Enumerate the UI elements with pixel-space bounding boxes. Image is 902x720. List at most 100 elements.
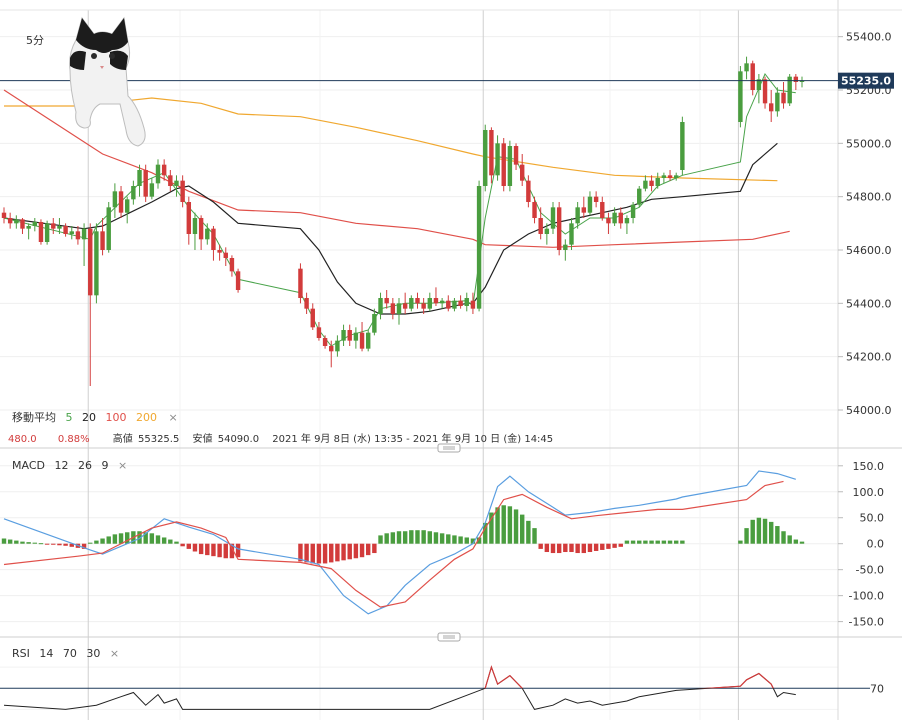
candle [353,327,359,349]
macd-tick-label: 50.0 [860,512,885,525]
candle [637,186,642,208]
macd-histogram-bar [14,540,19,544]
macd-histogram-bar [69,543,74,547]
macd-histogram-bar [673,540,679,544]
macd-histogram-bar [532,528,537,544]
macd-tick-label: 0.0 [867,538,885,551]
macd-histogram-bar [38,543,44,545]
macd-legend[interactable]: MACD 12 26 9 × [12,459,127,472]
candle-body [680,122,685,170]
price-pane[interactable] [1,56,805,386]
macd-histogram-bar [161,537,167,544]
candle-body [799,80,805,82]
candle-body [359,332,365,349]
candle [787,74,792,106]
ma-legend-close-icon[interactable]: × [169,411,178,424]
macd-histogram-bar [799,541,805,544]
macd-lines [3,470,796,615]
macd-histogram-bar [762,518,768,544]
candle [538,207,543,240]
candle-body [519,164,525,181]
macd-histogram-bar [439,533,445,544]
candle-body [667,175,673,178]
macd-histogram-bar [223,543,228,559]
interval-label[interactable]: 5分 [26,34,44,47]
candle [341,324,346,346]
candle-body [550,207,556,229]
candle [581,196,587,218]
candle-body [513,146,519,165]
macd-histogram-bar [768,521,774,544]
macd-histogram-bar [329,543,334,563]
macd-histogram-bar [378,535,383,544]
candle-body [433,298,439,304]
candle [94,223,99,304]
macd-histogram-bar [26,542,31,544]
macd-legend-close-icon[interactable]: × [118,459,127,472]
candle [507,140,513,192]
macd-histogram-bar [544,543,550,553]
pane-resize-handle-rsi[interactable] [437,632,461,642]
low-value: 54090.0 [218,434,259,445]
candle-body [738,71,743,122]
macd-histogram-bar [630,540,636,544]
ma-legend-20: 20 [82,411,96,424]
candle-body [75,231,81,240]
candle-body [316,327,322,338]
candle-body [458,300,463,306]
candle [365,330,371,352]
macd-tick-label: -100.0 [849,590,884,603]
macd-histogram-bar [526,520,531,544]
macd-histogram-bar [106,536,111,544]
candle-body [581,207,587,213]
candle-body [322,338,328,346]
rsi-legend-p1: 14 [39,647,53,660]
candle-body [335,340,340,352]
candle-body [409,298,414,309]
candle [298,263,303,304]
ma-legend[interactable]: 移動平均 5 20 100 200 × [12,410,178,424]
rsi-pane[interactable] [0,665,838,710]
candle-body [495,143,500,176]
candle-body [384,298,389,304]
candle [793,74,799,90]
candle-body [32,222,38,226]
candle [174,175,179,197]
macd-tick-label: -50.0 [856,564,884,577]
macd-histogram-bar [738,540,743,544]
macd-histogram-bar [550,543,556,554]
candle-body [606,218,611,224]
candle [192,212,198,250]
candle [427,292,433,312]
macd-histogram-bar [322,543,328,564]
pane-resize-handle-macd[interactable] [437,443,461,453]
candle [519,154,525,186]
candle-body [649,180,654,186]
candle [304,292,309,314]
candle-body [612,212,617,224]
macd-histogram-bar [787,535,792,544]
macd-legend-p1: 12 [54,459,68,472]
macd-histogram-bar [421,530,426,544]
candle-body [168,175,173,186]
candle [563,239,568,261]
candle [63,223,68,237]
macd-histogram-bar [298,543,303,562]
macd-tick-label: -150.0 [849,616,884,629]
ma-20-line [3,142,778,315]
rsi-legend-close-icon[interactable]: × [110,647,119,660]
macd-histogram-bar [365,543,371,556]
macd-histogram-bar [750,519,755,544]
macd-pane[interactable] [1,470,805,615]
candle [661,172,667,184]
macd-histogram-bar [793,539,799,544]
rsi-legend[interactable]: RSI 14 70 30 × [12,647,119,660]
candle-body [298,268,303,298]
candle [322,335,328,349]
candle [495,135,500,181]
candle [501,138,506,192]
candle [316,322,322,341]
candlestick-series [1,56,805,386]
price-tick-label: 55000.0 [846,137,892,150]
